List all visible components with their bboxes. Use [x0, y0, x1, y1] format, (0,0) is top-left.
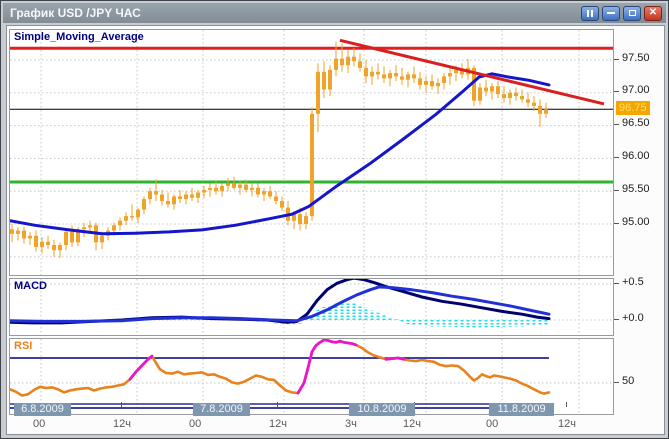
macd-tick-label: +0.0: [622, 312, 644, 324]
pause-icon: [587, 9, 589, 17]
maximize-button[interactable]: [623, 5, 641, 21]
maximize-icon: [628, 10, 636, 16]
indicator-label-sma: Simple_Moving_Average: [14, 31, 144, 43]
price-tick-label: 96.50: [622, 117, 650, 129]
date-badge: 7.8.2009: [193, 403, 250, 416]
price-tick-label: 95.00: [622, 216, 650, 228]
time-label: 00: [486, 418, 499, 430]
time-axis-tick: [566, 402, 567, 407]
macd-tick: [614, 319, 619, 320]
indicator-label-rsi: RSI: [14, 340, 33, 352]
close-button[interactable]: ✕: [644, 5, 662, 21]
price-tick-label: 95.50: [622, 183, 650, 195]
time-label: 3ч: [345, 418, 357, 430]
window-titlebar[interactable]: График USD /JPY ЧАС ✕: [3, 3, 666, 23]
rsi-chart: [10, 339, 613, 414]
window-buttons: ✕: [581, 5, 666, 21]
time-axis-tick: [277, 402, 278, 407]
time-label: 00: [189, 418, 202, 430]
time-axis-tick: [121, 402, 122, 407]
candlestick-chart: [10, 30, 613, 275]
date-badge: 6.8.2009: [14, 403, 71, 416]
time-label: 12ч: [113, 418, 131, 430]
price-tick: [614, 157, 619, 158]
window-title: График USD /JPY ЧАС: [10, 6, 141, 20]
minimize-button[interactable]: [602, 5, 620, 21]
pause-button[interactable]: [581, 5, 599, 21]
price-tick: [614, 91, 619, 92]
macd-tick: [614, 283, 619, 284]
time-label: 12ч: [403, 418, 421, 430]
price-tick: [614, 190, 619, 191]
price-tick: [614, 223, 619, 224]
minimize-icon: [607, 12, 615, 14]
indicator-label-macd: MACD: [14, 280, 47, 292]
current-price-badge: 96.75: [616, 101, 650, 115]
price-tick: [614, 59, 619, 60]
date-badge: 10.8.2009: [349, 403, 415, 416]
price-chart-panel[interactable]: Simple_Moving_Average: [9, 29, 614, 276]
price-tick-label: 97.50: [622, 52, 650, 64]
rsi-tick: [614, 382, 619, 383]
date-badge: 11.8.2009: [489, 403, 554, 416]
rsi-tick-label: 50: [622, 375, 635, 387]
macd-chart: [10, 279, 613, 335]
price-tick-label: 96.00: [622, 150, 650, 162]
time-label: 12ч: [558, 418, 576, 430]
close-icon: ✕: [648, 7, 658, 18]
price-tick-label: 97.00: [622, 84, 650, 96]
rsi-panel[interactable]: RSI: [9, 338, 614, 415]
macd-panel[interactable]: MACD: [9, 278, 614, 336]
macd-tick-label: +0.5: [622, 276, 644, 288]
time-label: 12ч: [269, 418, 287, 430]
time-label: 00: [33, 418, 46, 430]
price-tick: [614, 124, 619, 125]
